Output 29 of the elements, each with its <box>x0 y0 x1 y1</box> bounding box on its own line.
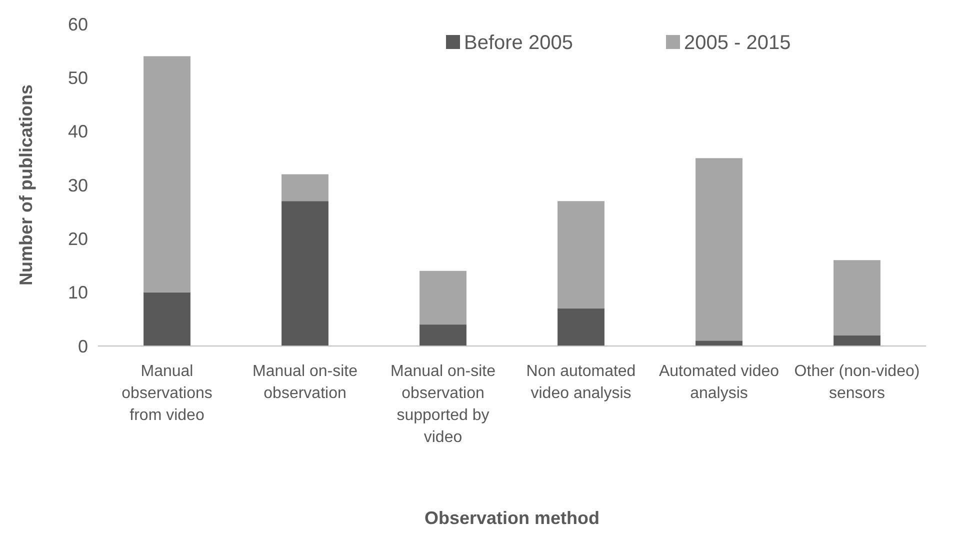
bar <box>282 174 328 202</box>
x-tick-label: Non automated video analysis <box>526 363 636 402</box>
bar <box>834 335 880 346</box>
bar <box>420 324 466 346</box>
x-tick-label: Other (non-video) sensors <box>794 363 920 402</box>
x-tick-label: Manual observations from video <box>122 363 212 424</box>
bar <box>420 270 466 325</box>
bar <box>282 201 328 346</box>
bar <box>558 201 604 308</box>
y-tick-label: 40 <box>68 122 88 142</box>
bar <box>144 292 190 346</box>
y-tick-label: 60 <box>68 14 88 34</box>
x-axis-title: Observation method <box>424 508 600 528</box>
y-tick-label: 0 <box>78 336 88 356</box>
y-tick-label: 50 <box>68 68 88 88</box>
y-axis-title: Number of publications <box>16 84 36 286</box>
x-tick-label: Manual on-site observation supported by video <box>390 363 496 446</box>
legend-label: Before 2005 <box>464 32 573 54</box>
bar <box>558 308 604 346</box>
bar <box>144 56 190 292</box>
y-tick-label: 20 <box>68 228 88 249</box>
bar <box>696 158 742 341</box>
legend-label: 2005 - 2015 <box>684 32 791 54</box>
x-tick-label: Manual on-site observation <box>252 363 358 402</box>
bar <box>696 340 742 346</box>
bar <box>834 260 880 336</box>
y-tick-label: 10 <box>68 282 88 303</box>
x-tick-label: Automated video analysis <box>658 363 780 402</box>
y-tick-label: 30 <box>68 175 88 196</box>
